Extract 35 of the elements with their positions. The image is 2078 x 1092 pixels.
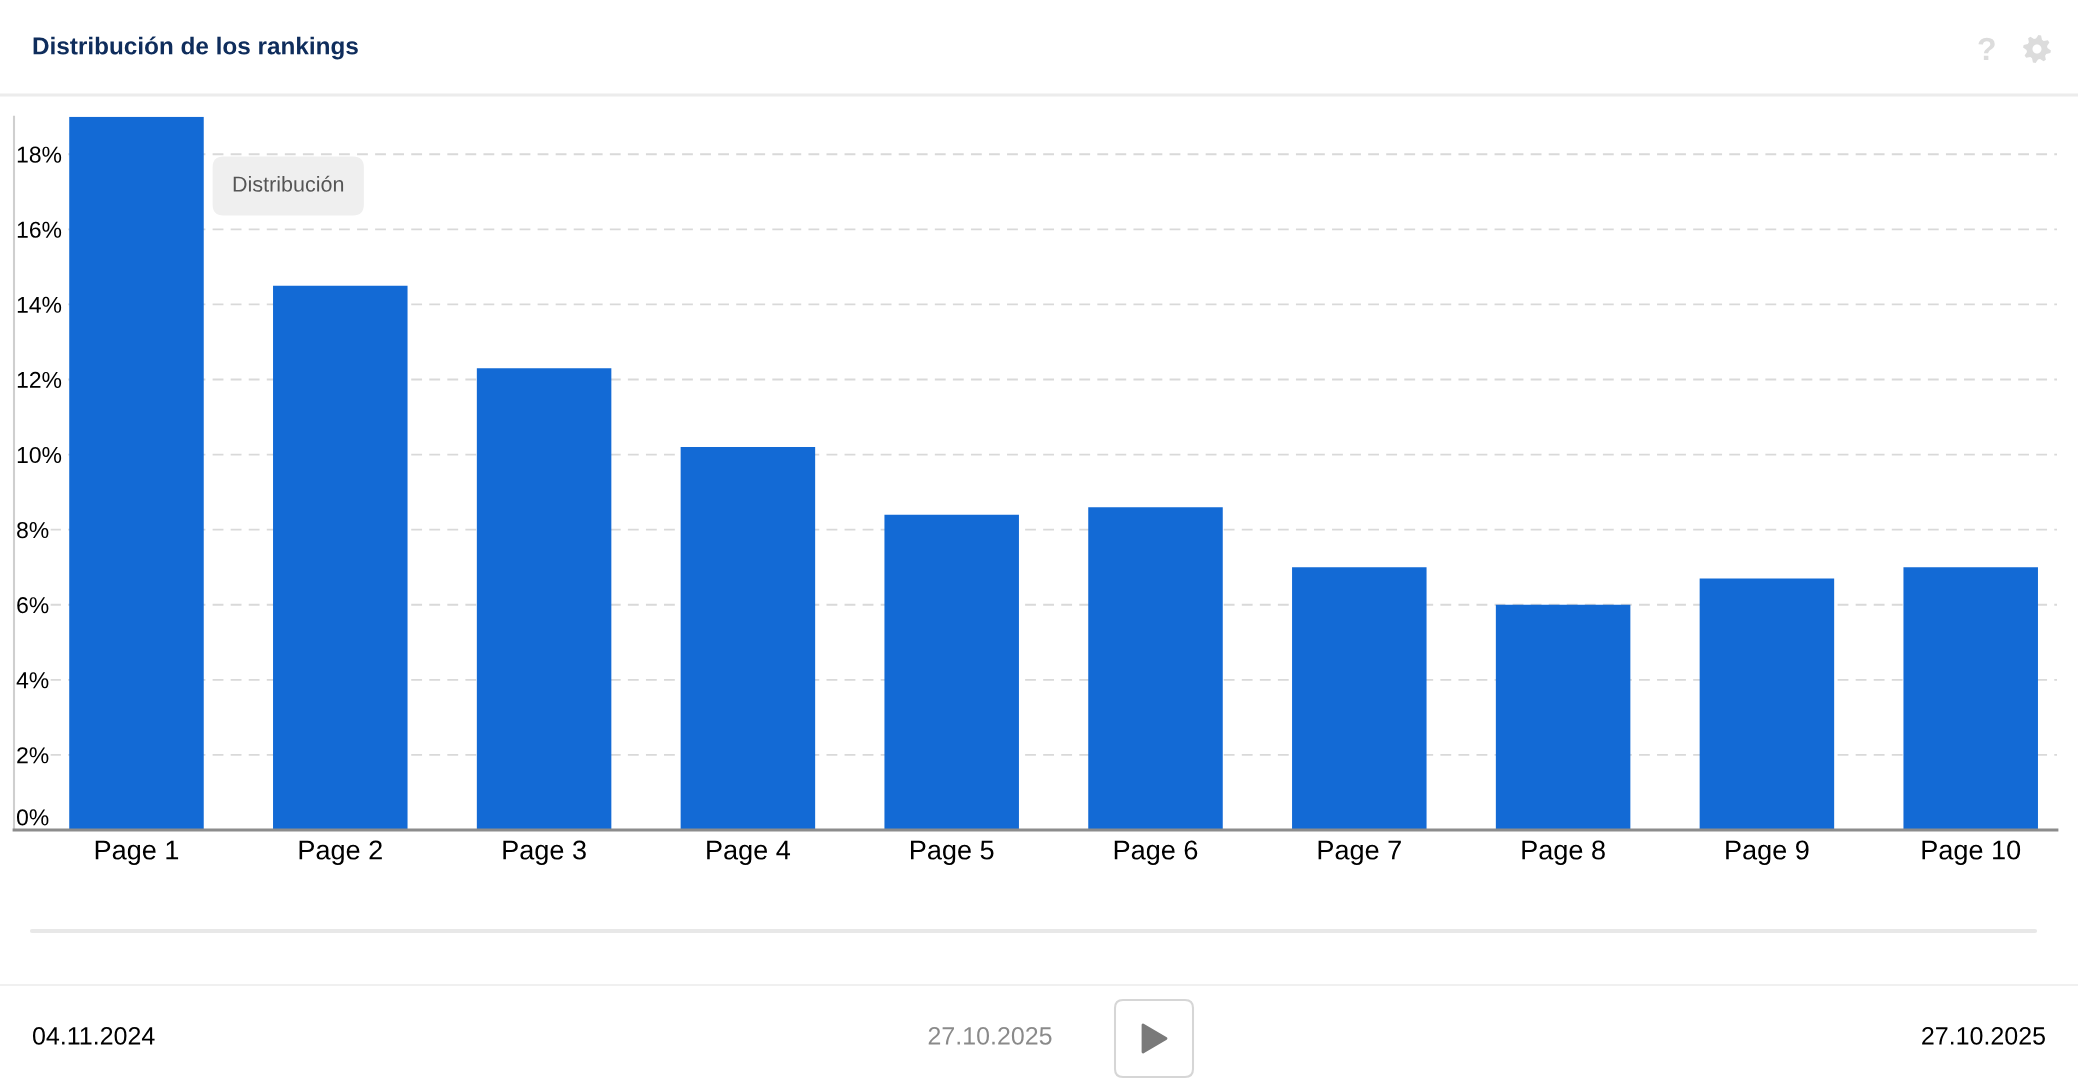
y-tick-label: 8% bbox=[17, 521, 49, 539]
bar bbox=[1903, 567, 2038, 830]
x-tick-label: Page 2 bbox=[299, 840, 382, 865]
annotation: Distribución bbox=[233, 175, 344, 192]
y-tick-label: 16% bbox=[17, 221, 62, 238]
x-tick-label: Page 1 bbox=[95, 840, 179, 865]
x-tick-label: Page 8 bbox=[1522, 840, 1605, 865]
bar bbox=[884, 514, 1019, 830]
bar bbox=[69, 116, 204, 830]
y-tick-label: 18% bbox=[17, 146, 62, 163]
bar bbox=[273, 285, 408, 830]
x-tick-label: Page 10 bbox=[1922, 840, 2021, 865]
y-tick-label: 6% bbox=[17, 597, 49, 614]
bar bbox=[1292, 567, 1427, 830]
bar bbox=[476, 368, 612, 830]
y-tick-label: 0% bbox=[16, 809, 49, 826]
text: 27.10.2025 bbox=[928, 1027, 1052, 1045]
bar bbox=[1495, 604, 1631, 830]
text: 04.11.2024 bbox=[32, 1027, 155, 1045]
bar bbox=[680, 447, 816, 830]
x-tick-label: Page 7 bbox=[1318, 840, 1401, 865]
x-tick-label: Page 6 bbox=[1114, 840, 1198, 865]
x-tick-label: Page 5 bbox=[911, 840, 994, 865]
x-tick-label: Page 4 bbox=[707, 840, 791, 865]
y-tick-label: 4% bbox=[16, 672, 49, 689]
text: 27.10.2025 bbox=[1922, 1027, 2045, 1045]
bar bbox=[1699, 578, 1835, 830]
y-tick-label: 10% bbox=[17, 446, 62, 464]
chart-title: Distribución de los rankings bbox=[33, 36, 358, 60]
bar bbox=[1088, 507, 1223, 830]
y-tick-label: 14% bbox=[17, 296, 62, 313]
y-tick-label: 12% bbox=[17, 371, 62, 388]
x-tick-label: Page 9 bbox=[1726, 840, 1809, 865]
y-tick-label: 2% bbox=[17, 747, 49, 764]
x-tick-label: Page 3 bbox=[503, 840, 586, 865]
